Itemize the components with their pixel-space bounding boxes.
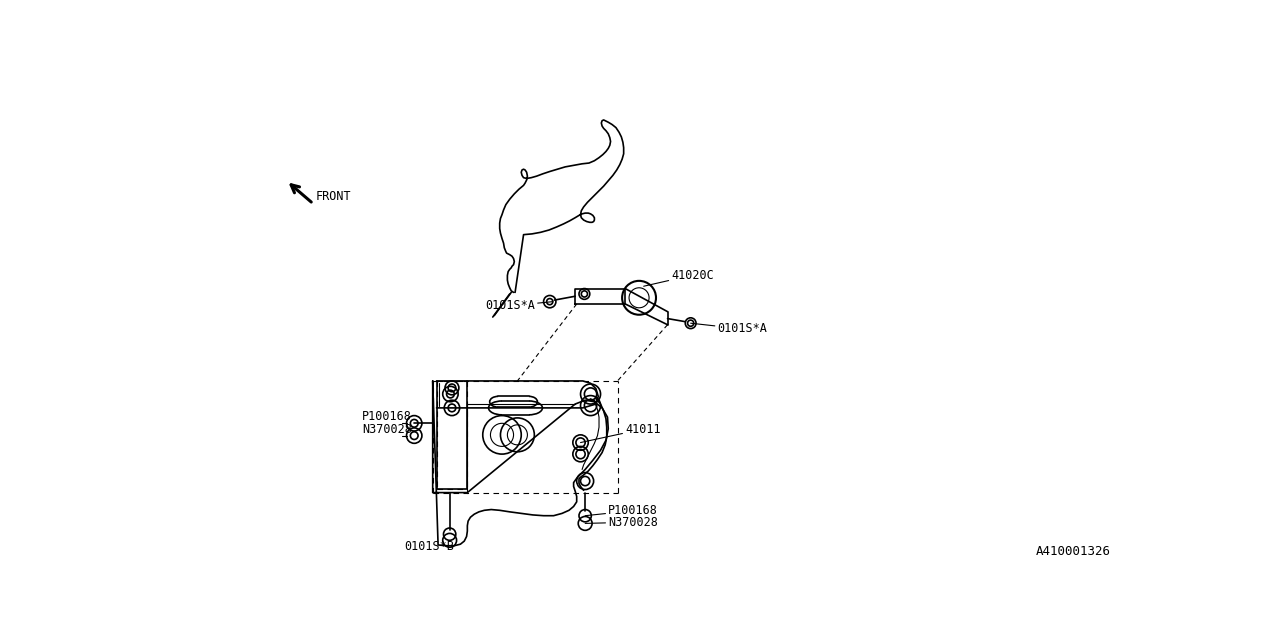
Text: FRONT: FRONT [316, 190, 351, 203]
Text: N370028: N370028 [362, 423, 412, 436]
Text: P100168: P100168 [362, 410, 412, 423]
Text: P100168: P100168 [585, 504, 658, 517]
Text: A410001326: A410001326 [1036, 545, 1110, 558]
Text: 0101S*A: 0101S*A [485, 300, 553, 312]
Text: 41011: 41011 [581, 422, 660, 442]
Text: 0101S*A: 0101S*A [691, 323, 768, 335]
Text: 0101S*B: 0101S*B [404, 540, 454, 554]
Text: 41020C: 41020C [644, 269, 714, 286]
Text: N370028: N370028 [585, 516, 658, 529]
